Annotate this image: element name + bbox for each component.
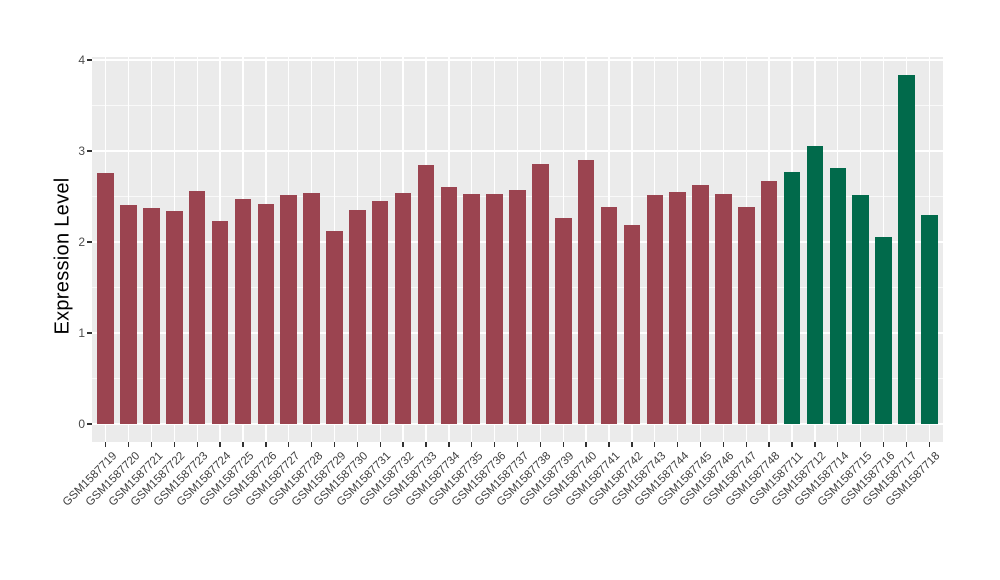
x-axis-tick-mark	[356, 442, 359, 447]
x-axis-tick-mark	[448, 442, 450, 447]
y-axis-tick-label: 2	[78, 235, 85, 249]
plot-panel	[92, 57, 943, 442]
x-axis-tick-mark	[837, 442, 839, 447]
x-axis-tick-mark	[242, 442, 244, 447]
y-axis-tick-mark	[87, 241, 92, 243]
x-axis-tick-mark	[791, 442, 793, 447]
bar-GSM1587746	[715, 193, 732, 424]
bar-GSM1587722	[166, 211, 183, 424]
bar-GSM1587719	[97, 172, 114, 424]
bar-GSM1587735	[463, 193, 480, 424]
x-axis-tick-mark	[814, 442, 816, 447]
x-axis-tick-mark	[425, 442, 427, 447]
bar-GSM1587739	[555, 218, 572, 424]
bar-GSM1587741	[600, 206, 618, 424]
bar-GSM1587731	[371, 201, 389, 424]
x-axis-tick-mark	[882, 442, 885, 447]
bar-GSM1587747	[738, 206, 755, 424]
x-axis-tick-mark	[219, 442, 221, 447]
x-axis-tick-mark	[333, 442, 336, 447]
bar-GSM1587745	[692, 184, 709, 424]
x-axis-tick-mark	[928, 442, 930, 447]
bar-GSM1587714	[829, 168, 847, 424]
bar-GSM1587726	[257, 203, 275, 424]
x-axis-tick-mark	[471, 442, 473, 447]
x-axis-tick-mark	[402, 442, 404, 447]
x-axis-tick-mark	[585, 442, 587, 447]
bar-GSM1587733	[417, 164, 435, 424]
bar-GSM1587730	[349, 210, 366, 424]
y-axis-title: Expression Level	[51, 177, 74, 335]
x-axis-tick-mark	[608, 442, 610, 447]
x-axis-tick-mark	[768, 442, 770, 447]
bar-GSM1587724	[211, 221, 229, 424]
y-axis-tick-label: 1	[78, 326, 85, 340]
x-axis-tick-mark	[493, 442, 496, 447]
x-axis-tick-mark	[105, 442, 107, 447]
x-axis-tick-mark	[905, 442, 908, 447]
x-axis-tick-mark	[745, 442, 747, 447]
bar-GSM1587732	[394, 192, 412, 424]
y-axis-tick-mark	[87, 423, 92, 425]
y-axis-tick-label: 3	[78, 144, 85, 158]
bar-GSM1587743	[646, 194, 663, 424]
bar-GSM1587723	[188, 191, 206, 424]
bar-GSM1587720	[120, 204, 137, 424]
x-axis-tick-mark	[722, 442, 725, 447]
x-axis-tick-mark	[562, 442, 564, 447]
bar-GSM1587721	[143, 208, 160, 424]
x-axis-tick-mark	[127, 442, 130, 447]
bar-GSM1587729	[326, 231, 343, 424]
bar-GSM1587748	[760, 181, 778, 424]
bar-GSM1587737	[509, 190, 526, 424]
bar-GSM1587718	[921, 214, 938, 424]
bar-GSM1587712	[806, 145, 824, 424]
bar-GSM1587736	[486, 193, 503, 424]
y-axis-tick-label: 0	[78, 417, 85, 431]
y-axis-tick-mark	[87, 59, 92, 61]
y-axis-tick-mark	[87, 150, 92, 152]
x-axis-tick-mark	[196, 442, 198, 447]
y-axis-tick-label: 4	[78, 53, 85, 67]
x-axis-tick-mark	[265, 442, 267, 447]
bar-GSM1587728	[303, 192, 320, 424]
x-axis-tick-mark	[631, 442, 633, 447]
x-axis-tick-mark	[310, 442, 313, 447]
bar-GSM1587727	[280, 194, 297, 424]
bar-GSM1587717	[898, 74, 915, 424]
x-axis-tick-mark	[699, 442, 702, 447]
x-axis-tick-mark	[288, 442, 290, 447]
x-axis-tick-mark	[150, 442, 153, 447]
x-axis-tick-mark	[539, 442, 542, 447]
x-axis-tick-mark	[676, 442, 679, 447]
bar-GSM1587725	[234, 199, 252, 424]
bar-GSM1587738	[532, 163, 549, 424]
bar-GSM1587716	[875, 236, 892, 424]
bar-GSM1587711	[783, 171, 801, 424]
bar-GSM1587742	[623, 224, 641, 424]
bar-GSM1587740	[577, 160, 595, 424]
x-axis-tick-mark	[516, 442, 519, 447]
bar-GSM1587734	[440, 187, 458, 424]
y-axis-tick-mark	[87, 332, 92, 334]
x-axis-tick-mark	[654, 442, 656, 447]
x-axis-tick-mark	[859, 442, 862, 447]
bar-GSM1587715	[852, 194, 869, 424]
x-axis-tick-mark	[173, 442, 176, 447]
bar-GSM1587744	[669, 191, 686, 424]
x-axis-tick-mark	[379, 442, 381, 447]
